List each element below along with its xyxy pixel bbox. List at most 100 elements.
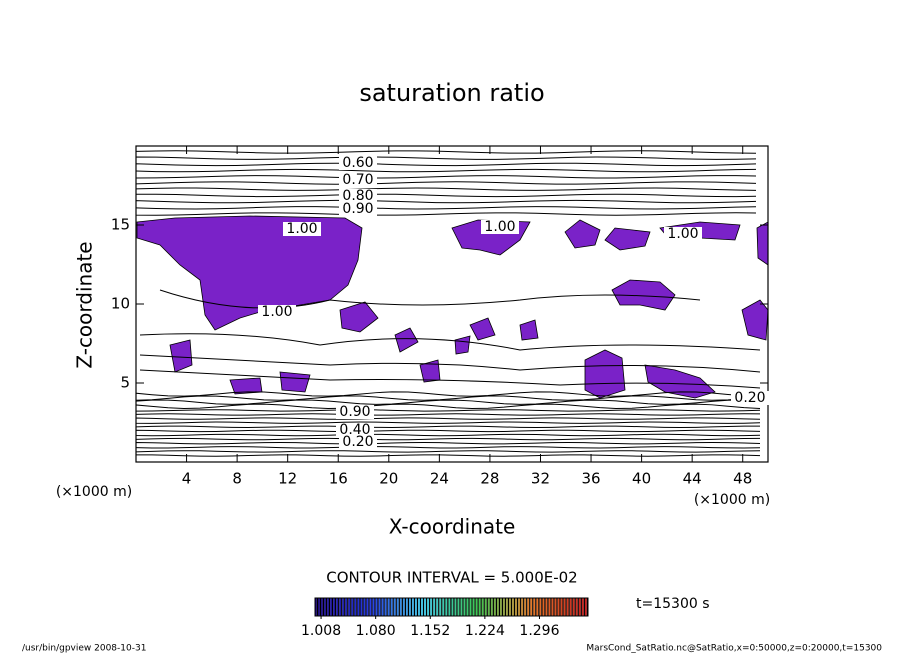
colorbar-gap xyxy=(565,598,567,616)
contour-line xyxy=(135,413,761,416)
colorbar-stripe xyxy=(439,598,442,616)
contour-interval: CONTOUR INTERVAL = 5.000E-02 xyxy=(326,569,577,587)
colorbar-gap xyxy=(447,598,449,616)
colorbar-gap xyxy=(374,598,376,616)
colorbar-stripe xyxy=(509,598,511,616)
x-tick-label: 8 xyxy=(232,470,242,488)
colorbar-gap xyxy=(365,598,367,616)
colorbar-stripe xyxy=(533,598,536,616)
colorbar-stripe xyxy=(324,598,326,616)
colorbar-gap xyxy=(426,598,428,616)
colorbar-gap xyxy=(398,598,400,616)
colorbar-gap xyxy=(362,598,364,616)
contour-label: 1.00 xyxy=(484,219,515,235)
colorbar-stripe xyxy=(339,598,342,616)
contour-line xyxy=(135,421,761,424)
colorbar-gap xyxy=(422,598,425,616)
x-tick-label: 16 xyxy=(329,470,348,488)
colorbar-gap xyxy=(586,598,588,616)
y-axis-label: Z-coordinate xyxy=(73,241,97,368)
x-tick-label: 44 xyxy=(683,470,702,488)
contour-label: 0.20 xyxy=(734,390,765,406)
colorbar-stripe xyxy=(521,598,524,616)
colorbar-stripe xyxy=(445,598,448,616)
contour-label: 0.80 xyxy=(342,188,373,204)
colorbar-gap xyxy=(480,598,482,616)
colorbar-tick-label: 1.152 xyxy=(410,623,450,639)
colorbar-stripe xyxy=(348,598,351,616)
colorbar-stripe xyxy=(424,598,427,616)
colorbar-tick-label: 1.080 xyxy=(356,623,396,639)
colorbar-stripe xyxy=(402,598,405,616)
contour-label-bg xyxy=(731,391,769,405)
colorbar-gap xyxy=(577,598,579,616)
colorbar-gap xyxy=(356,598,358,616)
contour-line xyxy=(135,175,757,179)
colorbar-gap xyxy=(319,598,322,616)
colorbar-gap xyxy=(495,598,497,616)
y-tick-label: 15 xyxy=(111,216,130,234)
region xyxy=(136,215,363,331)
colorbar-stripe xyxy=(390,598,393,616)
colorbar-gap xyxy=(407,598,410,616)
colorbar-stripe xyxy=(315,598,317,616)
colorbar-stripe xyxy=(460,598,463,616)
contour-line xyxy=(135,181,757,185)
colorbar-gap xyxy=(477,598,479,616)
colorbar-gap xyxy=(535,598,537,616)
chart-title: saturation ratio xyxy=(359,79,544,107)
colorbar-stripe xyxy=(472,598,475,616)
footer-left: /usr/bin/gpview 2008-10-31 xyxy=(22,644,146,654)
contour-label: 0.60 xyxy=(342,155,373,171)
colorbar-gap xyxy=(453,598,455,616)
colorbar-stripe xyxy=(384,598,387,616)
colorbar-gap xyxy=(459,598,461,616)
x-axis-label: X-coordinate xyxy=(389,515,516,539)
contour-line xyxy=(135,429,761,433)
contour-line xyxy=(135,409,761,412)
colorbar-gap xyxy=(580,598,582,616)
contour-label-bg xyxy=(339,156,377,170)
colorbar-stripe xyxy=(351,598,354,616)
colorbar-stripe xyxy=(366,598,369,616)
x-tick-label: 32 xyxy=(531,470,550,488)
colorbar-stripe xyxy=(518,598,521,616)
colorbar-stripe xyxy=(363,598,366,616)
contour-label: 0.90 xyxy=(339,404,370,420)
colorbar-gap xyxy=(547,598,549,616)
colorbar-stripe xyxy=(512,598,514,616)
colorbar-stripe xyxy=(409,598,411,616)
colorbar-stripe xyxy=(493,598,496,616)
colorbar-gap xyxy=(465,598,467,616)
contour-label: 1.00 xyxy=(286,221,317,237)
colorbar-stripe xyxy=(318,598,320,616)
colorbar-stripe xyxy=(430,598,433,616)
colorbar-stripe xyxy=(584,598,587,616)
colorbar-stripe xyxy=(475,598,478,616)
colorbar-stripe xyxy=(393,598,396,616)
colorbar-gap xyxy=(526,598,528,616)
colorbar-gap xyxy=(380,598,382,616)
region xyxy=(469,317,496,341)
contour-label-bg xyxy=(339,435,377,449)
colorbar-gap xyxy=(532,598,534,616)
y-tick-label: 5 xyxy=(120,374,130,392)
contour-label: 0.20 xyxy=(342,434,373,450)
colorbar-gap xyxy=(438,598,440,616)
colorbar-gap xyxy=(338,598,340,616)
region xyxy=(519,319,539,341)
colorbar-gap xyxy=(517,598,519,616)
contour-line xyxy=(135,399,761,405)
colorbar-stripe xyxy=(448,598,451,616)
contour-line xyxy=(135,193,757,198)
colorbar-frame xyxy=(314,597,589,617)
colorbar-gap xyxy=(520,598,522,616)
colorbar-gap xyxy=(444,598,446,616)
time-label: t=15300 s xyxy=(636,596,710,612)
x-tick-label: 20 xyxy=(379,470,398,488)
colorbar-gap xyxy=(562,598,564,616)
colorbar-gap xyxy=(335,598,337,616)
contour-line xyxy=(135,162,757,167)
contour-line xyxy=(135,417,761,420)
colorbar-gap xyxy=(322,598,325,616)
